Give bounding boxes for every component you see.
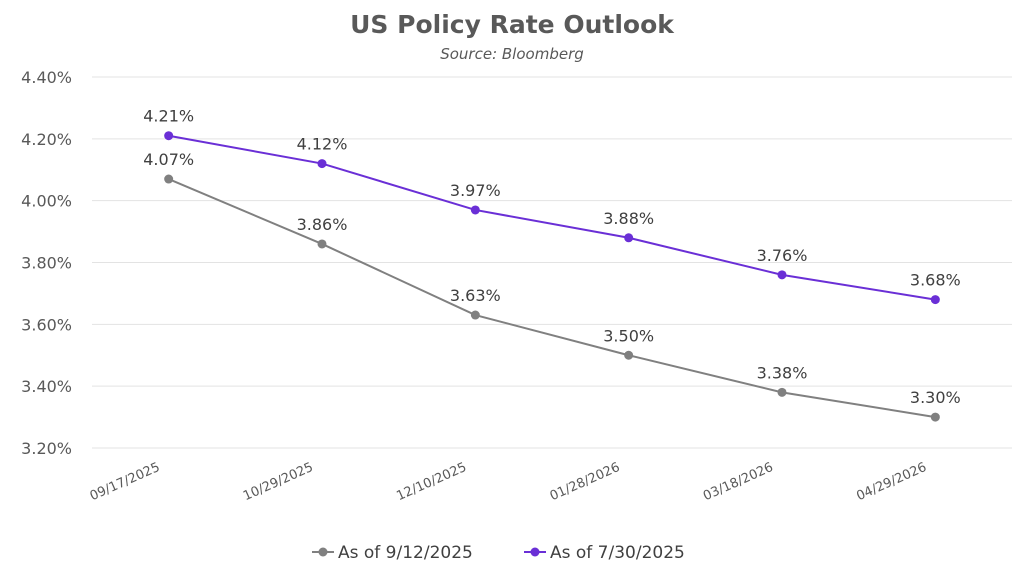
data-point bbox=[930, 412, 940, 422]
data-label: 3.76% bbox=[757, 246, 808, 265]
series-1: 4.07% 3.86% 3.63% 3.50% 3.38% 3.30% bbox=[143, 150, 961, 422]
data-label: 3.30% bbox=[910, 388, 961, 407]
data-label: 3.50% bbox=[603, 326, 654, 345]
data-point bbox=[317, 239, 327, 249]
y-tick-label: 3.20% bbox=[21, 439, 72, 458]
data-point bbox=[470, 310, 480, 320]
data-point bbox=[470, 205, 480, 215]
y-tick-label: 4.20% bbox=[21, 130, 72, 149]
data-label: 3.38% bbox=[757, 363, 808, 382]
y-tick-label: 4.00% bbox=[21, 192, 72, 211]
chart-subtitle: Source: Bloomberg bbox=[440, 45, 584, 63]
y-axis: 3.20% 3.40% 3.60% 3.80% 4.00% 4.20% 4.40% bbox=[21, 68, 72, 458]
data-point bbox=[164, 174, 174, 184]
y-tick-label: 3.60% bbox=[21, 315, 72, 334]
x-tick-label: 09/17/2025 bbox=[88, 460, 163, 504]
x-tick-label: 01/28/2026 bbox=[548, 460, 623, 504]
data-label: 3.97% bbox=[450, 181, 501, 200]
data-label: 3.63% bbox=[450, 286, 501, 305]
x-tick-label: 12/10/2025 bbox=[394, 460, 469, 504]
data-label: 4.21% bbox=[143, 107, 194, 126]
legend-item: As of 7/30/2025 bbox=[524, 543, 685, 563]
x-tick-label: 10/29/2025 bbox=[241, 460, 316, 504]
series-2: 4.21% 4.12% 3.97% 3.88% 3.76% 3.68% bbox=[143, 107, 961, 305]
data-label: 3.88% bbox=[603, 209, 654, 228]
data-point bbox=[317, 159, 327, 169]
data-label: 4.12% bbox=[297, 135, 348, 154]
data-point bbox=[777, 270, 787, 280]
gridlines bbox=[92, 76, 1012, 449]
legend-label: As of 7/30/2025 bbox=[550, 543, 685, 563]
legend: As of 9/12/2025 As of 7/30/2025 bbox=[312, 543, 685, 563]
data-point bbox=[624, 350, 634, 360]
legend-label: As of 9/12/2025 bbox=[338, 543, 473, 563]
data-point bbox=[164, 131, 174, 141]
y-tick-label: 3.80% bbox=[21, 254, 72, 273]
legend-marker bbox=[530, 547, 540, 557]
data-label: 3.68% bbox=[910, 271, 961, 290]
data-label: 3.86% bbox=[297, 215, 348, 234]
chart-title: US Policy Rate Outlook bbox=[350, 10, 675, 39]
data-point bbox=[777, 387, 787, 397]
data-point bbox=[930, 295, 940, 305]
y-tick-label: 3.40% bbox=[21, 377, 72, 396]
legend-marker bbox=[318, 547, 328, 557]
x-axis: 09/17/2025 10/29/2025 12/10/2025 01/28/2026… bbox=[88, 460, 929, 504]
x-tick-label: 04/29/2026 bbox=[854, 460, 929, 504]
data-label: 4.07% bbox=[143, 150, 194, 169]
plot-area: 4.07% 3.86% 3.63% 3.50% 3.38% 3.30% 4.21% 4.12%… bbox=[143, 107, 961, 422]
data-point bbox=[624, 233, 634, 243]
legend-item: As of 9/12/2025 bbox=[312, 543, 473, 563]
x-tick-label: 03/18/2026 bbox=[701, 460, 776, 504]
series-line bbox=[168, 134, 936, 301]
series-line bbox=[168, 178, 936, 419]
y-tick-label: 4.40% bbox=[21, 68, 72, 87]
